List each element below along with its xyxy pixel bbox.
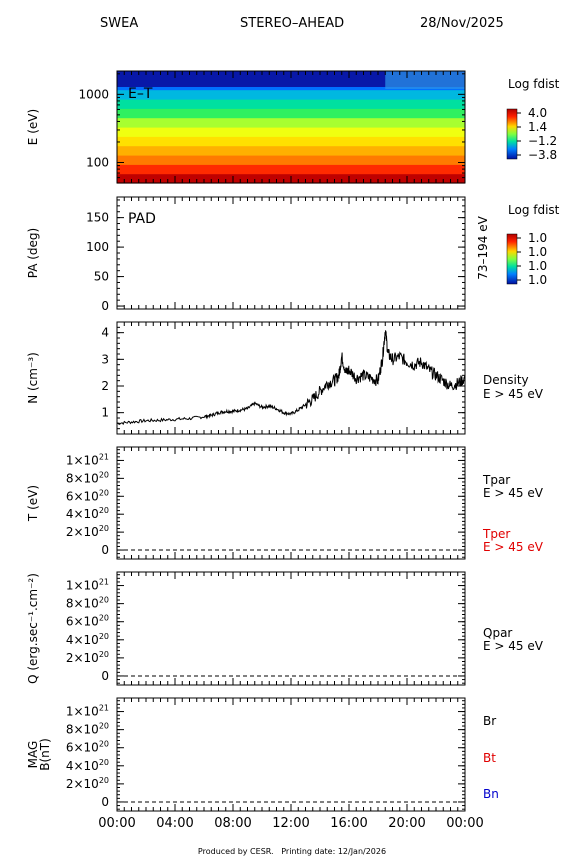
legend-entry: E > 45 eV — [483, 540, 544, 554]
y-tick-label: 2×1020 — [66, 650, 109, 665]
x-tick-label: 00:00 — [98, 816, 135, 831]
density-line — [116, 330, 466, 426]
panel-annotation: PAD — [128, 211, 156, 227]
panel-frame — [116, 697, 466, 812]
legend-entry: Bn — [483, 787, 499, 801]
y-tick-label: 100 — [86, 240, 109, 254]
y-tick-label: 2 — [101, 379, 109, 393]
footer-credit: Produced by CESR. Printing date: 12/Jan/… — [198, 847, 386, 856]
panel-annotation: E–T — [128, 86, 153, 102]
y-tick-label: 4×1020 — [66, 758, 109, 773]
panel-energy_time: 100 1000 E (eV) E–T Log fdist 4.01.4−1.2−3.8 — [26, 70, 560, 184]
spectrogram-band — [117, 127, 465, 137]
colorbar-title: Log fdist — [508, 77, 560, 91]
colorbar-tick-label: 1.0 — [528, 259, 547, 273]
legend-entry: Qpar — [483, 626, 512, 640]
y-tick-label: 8×1020 — [66, 596, 109, 611]
date-label: 28/Nov/2025 — [420, 16, 504, 31]
y-tick-label: 0 — [101, 795, 109, 809]
y-axis-title: E (eV) — [26, 109, 40, 145]
y-axis-title: Q (erg.sec⁻¹.cm⁻²) — [26, 573, 40, 684]
y-tick-label: 2×1020 — [66, 776, 109, 791]
y-tick-label: 0 — [101, 543, 109, 557]
y-tick-label: 6×1020 — [66, 740, 109, 755]
x-tick-label: 00:00 — [446, 816, 483, 831]
panel-frame — [116, 571, 466, 686]
spectrogram-band — [117, 145, 465, 156]
panel-heat_flux: 0 2×1020 4×1020 6×1020 8×1020 1×1021 Q (erg.se… — [26, 571, 544, 686]
spectrogram-band — [117, 136, 465, 147]
spectrogram-band — [117, 108, 465, 119]
y-tick-label: 0 — [101, 299, 109, 313]
legend-entry: E > 45 eV — [483, 639, 544, 653]
colorbar — [506, 233, 518, 285]
colorbar-tick-label: −3.8 — [528, 148, 557, 162]
x-tick-label: 04:00 — [156, 816, 193, 831]
y-tick-label: 2×1020 — [66, 524, 109, 539]
y-tick-label: 1000 — [78, 87, 109, 101]
y-axis-title: N (cm⁻³) — [26, 352, 40, 404]
y-tick-label: 100 — [86, 155, 109, 169]
colorbar-tick-label: 1.0 — [528, 231, 547, 245]
y-tick-label: 150 — [86, 211, 109, 225]
legend-entry: E > 45 eV — [483, 387, 544, 401]
y-tick-label: 6×1020 — [66, 614, 109, 629]
y-tick-label: 50 — [94, 270, 109, 284]
y-tick-label: 4 — [101, 326, 109, 340]
legend-entry: Bt — [483, 751, 496, 765]
panel-frame — [116, 196, 466, 310]
spectrogram-band — [117, 155, 465, 165]
y-axis-title: MAG — [26, 741, 40, 769]
spectrogram-band — [117, 164, 465, 175]
legend-entry: Br — [483, 714, 496, 728]
spectrogram-band — [385, 71, 465, 89]
spectrogram-band — [117, 117, 465, 128]
y-axis-title: B(nT) — [38, 738, 52, 771]
y-axis-title: T (eV) — [26, 485, 40, 522]
legend-entry: Tpar — [482, 473, 510, 487]
y-tick-label: 6×1020 — [66, 488, 109, 503]
colorbar-tick-label: 1.4 — [528, 120, 547, 134]
x-tick-label: 08:00 — [214, 816, 251, 831]
y-tick-label: 8×1020 — [66, 470, 109, 485]
legend-entry: Tper — [482, 527, 510, 541]
colorbar-tick-label: 4.0 — [528, 106, 547, 120]
y-tick-label: 3 — [101, 352, 109, 366]
energy-range-label: 73–194 eV — [476, 215, 490, 279]
panel-frame — [116, 446, 466, 560]
y-axis-title: PA (deg) — [26, 228, 40, 278]
x-tick-label: 16:00 — [330, 816, 367, 831]
x-tick-label: 20:00 — [388, 816, 425, 831]
y-tick-label: 1×1021 — [66, 452, 109, 467]
y-tick-label: 1×1021 — [66, 578, 109, 593]
instrument-label: SWEA — [100, 16, 138, 31]
x-tick-label: 12:00 — [272, 816, 309, 831]
legend-entry: E > 45 eV — [483, 486, 544, 500]
spacecraft-label: STEREO–AHEAD — [240, 16, 344, 31]
y-tick-label: 4×1020 — [66, 632, 109, 647]
spectrogram-band — [117, 89, 465, 100]
y-tick-label: 8×1020 — [66, 722, 109, 737]
y-tick-label: 1 — [101, 406, 109, 420]
colorbar — [506, 108, 518, 160]
colorbar-tick-label: 1.0 — [528, 273, 547, 287]
y-tick-label: 4×1020 — [66, 506, 109, 521]
y-tick-label: 0 — [101, 669, 109, 683]
colorbar-title: Log fdist — [508, 203, 560, 217]
colorbar-tick-label: 1.0 — [528, 245, 547, 259]
legend-entry: Density — [483, 373, 529, 387]
spectrogram-band — [117, 99, 465, 109]
y-tick-label: 1×1021 — [66, 704, 109, 719]
panel-frame — [116, 321, 466, 435]
colorbar-tick-label: −1.2 — [528, 134, 557, 148]
panel-temperature: 0 2×1020 4×1020 6×1020 8×1020 1×1021 T (eV) Tpa… — [26, 446, 544, 560]
x-axis: 00:00 04:00 08:00 12:00 16:00 20:00 00:00 — [98, 816, 483, 831]
